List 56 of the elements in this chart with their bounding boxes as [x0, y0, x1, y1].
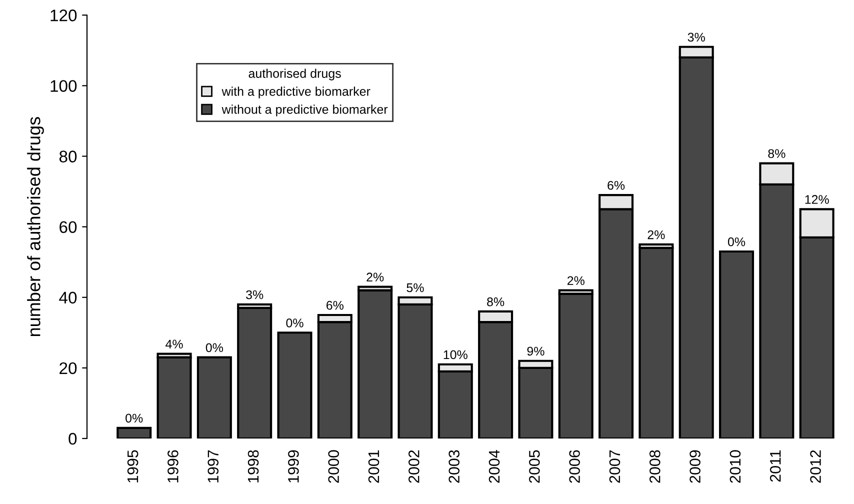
- annotation: 10%: [444, 350, 468, 360]
- bar: [156, 356, 192, 438]
- bar: [196, 356, 232, 438]
- y-tick-label: 120: [50, 10, 77, 22]
- x-tick-label: 2009: [690, 450, 700, 483]
- annotation: 3%: [688, 32, 705, 42]
- x-tick-label: 2001: [368, 450, 380, 483]
- x-tick-label: 2002: [408, 450, 420, 483]
- x-tick-label: 2010: [730, 450, 741, 483]
- annotation: 0%: [126, 414, 143, 423]
- bar: [358, 289, 393, 438]
- annotation: 2%: [366, 272, 384, 282]
- x-tick-label: 2004: [488, 450, 500, 483]
- x-tick-label: 1999: [288, 450, 299, 482]
- legend-title: authorised drugs: [248, 68, 341, 80]
- bar: [277, 332, 312, 438]
- x-tick-label: 1995: [127, 450, 138, 482]
- x-tick-label: 2005: [528, 450, 540, 483]
- x-tick-label: 1996: [168, 450, 178, 482]
- bar: [719, 250, 754, 438]
- y-tick-label: 0: [68, 432, 77, 445]
- x-tick-label: 2012: [810, 450, 821, 483]
- bar: [638, 246, 674, 438]
- annotation: 0%: [728, 237, 746, 246]
- y-axis-title: number of authorised drugs: [27, 117, 44, 336]
- x-tick-label: 2006: [569, 450, 580, 483]
- x-tick-label: 2000: [328, 450, 340, 483]
- annotation: 0%: [286, 318, 304, 328]
- annotation: 3%: [246, 290, 264, 300]
- legend-label: without a predictive biomarker: [222, 104, 388, 116]
- annotation: 8%: [768, 149, 786, 158]
- annotation: 6%: [326, 300, 344, 310]
- annotation: 6%: [608, 180, 625, 190]
- y-tick-label: 40: [59, 292, 77, 304]
- x-tick-label: 2003: [448, 450, 460, 483]
- legend-label: with a predictive biomarker: [222, 86, 370, 98]
- x-tick-label: 2007: [609, 450, 620, 483]
- y-tick-label: 80: [59, 150, 77, 162]
- annotation: 4%: [166, 340, 183, 349]
- bar: [558, 292, 594, 438]
- x-tick-label: 2011: [770, 450, 781, 482]
- annotation: 2%: [567, 276, 584, 286]
- annotation: 0%: [206, 343, 224, 352]
- y-tick-label: 60: [60, 221, 77, 234]
- bar: [237, 306, 272, 438]
- x-tick-label: 1998: [248, 450, 259, 482]
- annotation: 8%: [487, 297, 504, 306]
- x-tick-label: 2008: [649, 450, 660, 483]
- annotation: 2%: [648, 230, 665, 240]
- bar: [116, 426, 152, 438]
- x-tick-label: 1997: [208, 450, 219, 482]
- annotation: 9%: [527, 346, 544, 356]
- annotation: 5%: [406, 283, 424, 292]
- y-tick-label: 100: [50, 80, 77, 92]
- y-tick-label: 20: [60, 362, 77, 374]
- annotation: 12%: [805, 195, 829, 204]
